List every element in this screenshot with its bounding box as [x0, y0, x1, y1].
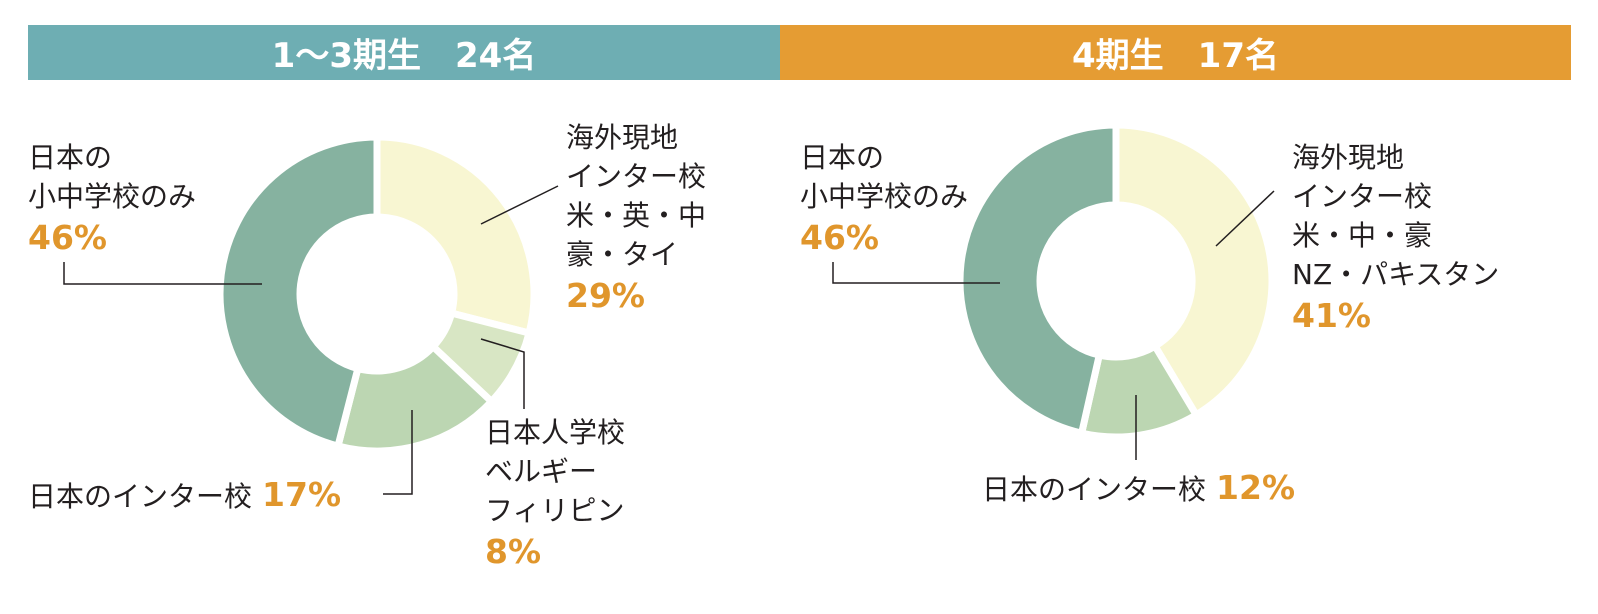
chart-title-left: 1〜3期生 24名	[28, 25, 780, 80]
leader-japanese-school	[480, 338, 525, 409]
leader-overseas	[480, 185, 559, 225]
slice-overseas-r	[1112, 121, 1276, 420]
slice-overseas	[373, 133, 538, 338]
slice-label-overseas: 海外現地 インター校 米・英・中 豪・タイ 29%	[566, 118, 706, 318]
slice-label-japan-only: 日本の 小中学校のみ 46%	[28, 138, 196, 260]
slice-label-japan-intl: 日本のインター校 17%	[28, 473, 341, 517]
leader-overseas-r	[1215, 190, 1275, 247]
pct-overseas: 29%	[566, 276, 645, 315]
slice-label-japanese-school: 日本人学校 ベルギー フィリピン 8%	[485, 413, 625, 574]
pct-japan-intl: 17%	[262, 475, 342, 514]
chart-title-right: 4期生 17名	[780, 25, 1571, 80]
leader-japan-only-r	[832, 262, 1000, 284]
slice-label-overseas-r: 海外現地 インター校 米・中・豪 NZ・パキスタン 41%	[1292, 138, 1499, 338]
leader-japan-only	[63, 262, 262, 285]
pct-japan-intl-r: 12%	[1216, 468, 1296, 507]
slice-japan-only	[216, 133, 381, 451]
leader-japan-intl	[383, 410, 413, 495]
pct-japanese-school: 8%	[485, 532, 542, 571]
slice-label-japan-only-r: 日本の 小中学校のみ 46%	[800, 138, 968, 260]
pct-japan-only-r: 46%	[800, 218, 879, 257]
slice-japan-intl	[333, 341, 497, 455]
pct-overseas-r: 41%	[1292, 296, 1371, 335]
slice-japan-only-r	[956, 121, 1120, 438]
slice-label-japan-intl-r: 日本のインター校 12%	[982, 466, 1295, 510]
pct-japan-only: 46%	[28, 218, 107, 257]
